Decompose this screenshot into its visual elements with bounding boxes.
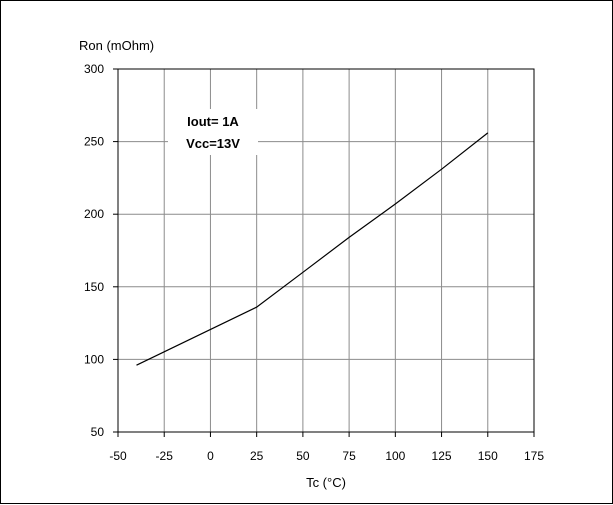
y-tick-labels: 50 100 150 200 250 300	[84, 62, 104, 439]
plot-area-border	[117, 68, 535, 433]
y-tick-label: 50	[91, 425, 105, 439]
x-tick-label: 175	[524, 449, 544, 463]
x-tick-labels: -50 -25 0 25 50 75 100 125 150 175	[109, 449, 544, 463]
series-lines	[136, 132, 489, 366]
annotation-vcc: Vcc=13V	[186, 136, 240, 151]
x-tick-label: 0	[207, 449, 214, 463]
y-tick-label: 300	[84, 62, 104, 76]
x-tick-label: 50	[296, 449, 310, 463]
x-tick-label: 150	[478, 449, 498, 463]
y-axis-label: Ron (mOhm)	[79, 38, 154, 53]
x-axis-label: Tc (°C)	[306, 475, 346, 490]
annotation-box	[168, 109, 258, 155]
x-tick-label: 125	[432, 449, 452, 463]
x-tick-label: -25	[156, 449, 174, 463]
x-tick-label: 25	[250, 449, 264, 463]
x-tick-label: 100	[385, 449, 405, 463]
y-tick-label: 150	[84, 280, 104, 294]
y-tick-label: 250	[84, 135, 104, 149]
x-tick-label: -50	[109, 449, 127, 463]
x-tick-label: 75	[342, 449, 356, 463]
y-tick-label: 200	[84, 207, 104, 221]
axis-ticks	[113, 68, 535, 437]
annotation-iout: Iout= 1A	[187, 114, 239, 129]
y-tick-label: 100	[84, 352, 104, 366]
series-line	[136, 132, 489, 366]
